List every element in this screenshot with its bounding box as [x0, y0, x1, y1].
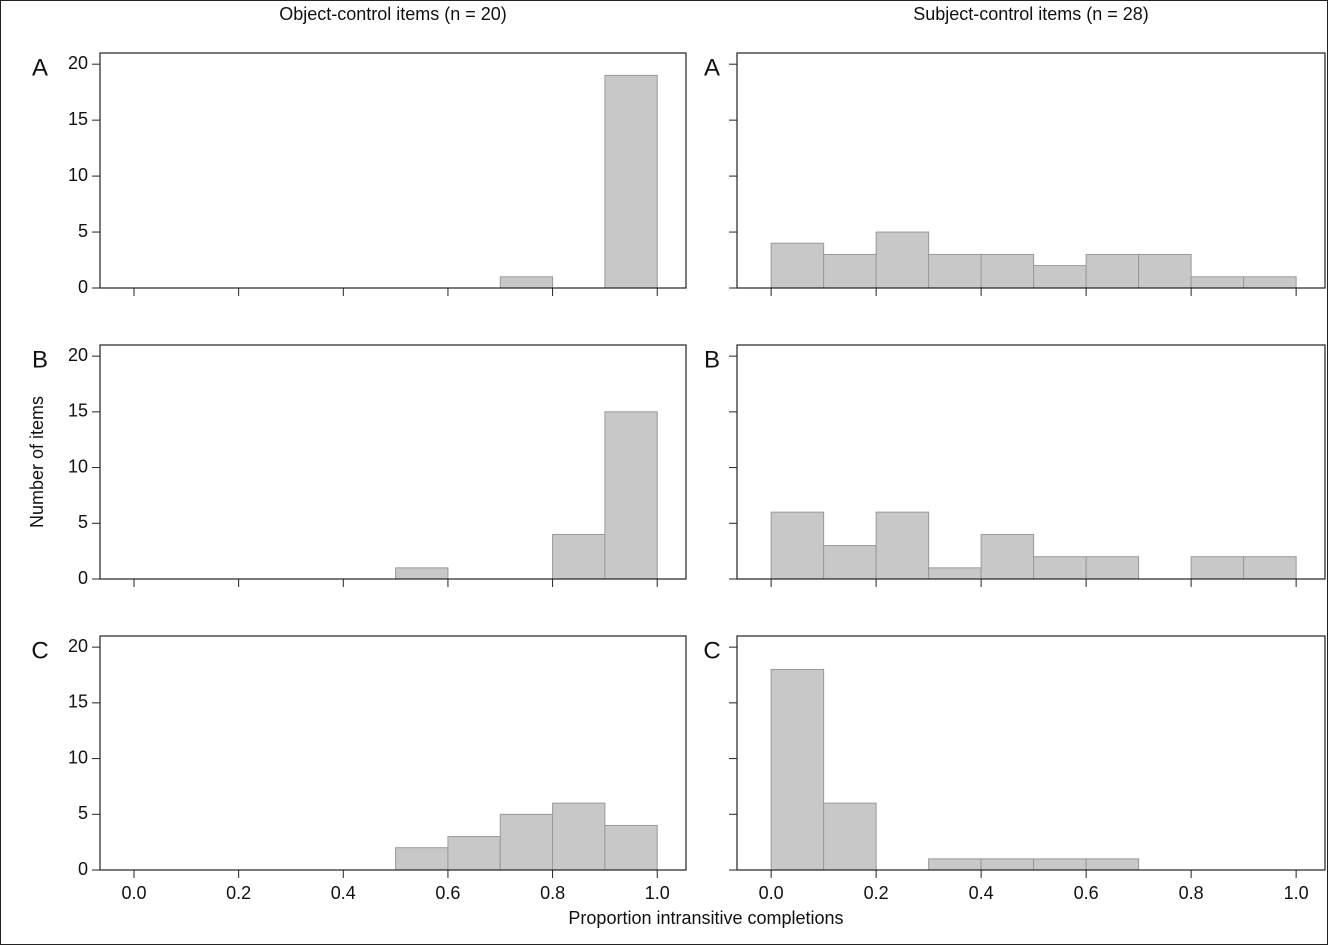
bar	[604, 411, 658, 580]
bar	[928, 567, 982, 580]
x-tick-label: 0.0	[121, 883, 146, 903]
bar	[770, 242, 825, 289]
y-tick-label: 10	[68, 747, 88, 767]
bar	[447, 836, 501, 871]
bar	[1033, 556, 1087, 580]
bar	[1190, 276, 1245, 289]
plot-frame	[736, 52, 1326, 289]
bar	[1085, 253, 1140, 289]
x-tick-label: 0.4	[331, 883, 356, 903]
panel-label: A	[704, 54, 720, 81]
bar	[875, 511, 930, 580]
bar	[1033, 858, 1087, 871]
y-tick-label: 5	[78, 803, 88, 823]
bar	[1033, 265, 1087, 289]
y-tick-label: 0	[78, 568, 88, 588]
x-tick-label: 1.0	[645, 883, 670, 903]
bar	[1085, 556, 1140, 580]
y-tick-label: 20	[68, 636, 88, 656]
y-tick-label: 10	[68, 165, 88, 185]
panel-label: B	[32, 346, 48, 373]
y-tick-label: 20	[68, 345, 88, 365]
bar	[1243, 556, 1297, 580]
bar	[499, 276, 554, 289]
y-tick-label: 15	[68, 109, 88, 129]
y-tick-label: 10	[68, 456, 88, 476]
bar	[980, 858, 1035, 871]
x-tick-label: 0.2	[226, 883, 251, 903]
bar	[499, 813, 554, 871]
bar	[928, 253, 982, 289]
plot-frame	[736, 344, 1326, 580]
bar	[604, 824, 658, 871]
bar	[1243, 276, 1297, 289]
bar	[395, 847, 449, 871]
x-axis-label: Proportion intransitive completions	[568, 908, 843, 928]
y-tick-label: 5	[78, 221, 88, 241]
plot-frame	[99, 635, 687, 871]
y-tick-label: 20	[68, 53, 88, 73]
bar	[552, 802, 606, 871]
y-tick-label: 0	[78, 859, 88, 879]
bar	[823, 253, 877, 289]
panel-label: B	[704, 346, 720, 373]
x-tick-label: 0.8	[540, 883, 565, 903]
panel-label: C	[703, 637, 720, 664]
bar	[1190, 556, 1245, 580]
panel-label: C	[31, 637, 48, 664]
bar	[980, 533, 1035, 580]
bar	[875, 231, 930, 289]
panel-title: Object-control items (n = 20)	[279, 4, 507, 24]
x-tick-label: 1.0	[1284, 883, 1309, 903]
panel-title: Subject-control items (n = 28)	[913, 4, 1149, 24]
x-tick-label: 0.8	[1179, 883, 1204, 903]
bar	[823, 802, 877, 871]
y-axis-label: Number of items	[27, 396, 47, 528]
x-tick-label: 0.6	[1074, 883, 1099, 903]
panel-label: A	[32, 54, 48, 81]
plot-frame	[99, 344, 687, 580]
x-tick-label: 0.6	[435, 883, 460, 903]
x-tick-label: 0.2	[864, 883, 889, 903]
bar	[1085, 858, 1140, 871]
x-tick-label: 0.0	[759, 883, 784, 903]
bar	[1138, 253, 1192, 289]
bar	[770, 668, 825, 871]
bar	[395, 567, 449, 580]
bar	[770, 511, 825, 580]
bar	[604, 74, 658, 289]
y-tick-label: 15	[68, 401, 88, 421]
bar	[552, 533, 606, 580]
plot-frame	[736, 635, 1326, 871]
bar	[980, 253, 1035, 289]
bar	[823, 545, 877, 580]
x-tick-label: 0.4	[969, 883, 994, 903]
y-tick-label: 15	[68, 692, 88, 712]
plot-frame	[99, 52, 687, 289]
bar	[928, 858, 982, 871]
y-tick-label: 0	[78, 277, 88, 297]
y-tick-label: 5	[78, 512, 88, 532]
